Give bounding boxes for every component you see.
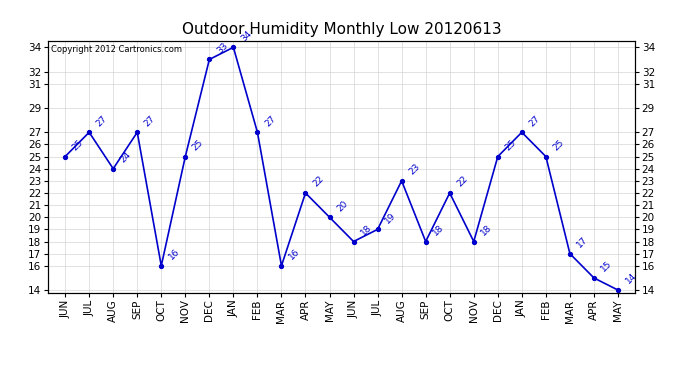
Text: 27: 27: [95, 114, 109, 128]
Text: 33: 33: [215, 41, 229, 55]
Text: 18: 18: [431, 223, 446, 237]
Text: 27: 27: [527, 114, 542, 128]
Text: 23: 23: [407, 162, 422, 177]
Text: 16: 16: [167, 247, 181, 262]
Text: 18: 18: [359, 223, 373, 237]
Text: 25: 25: [191, 138, 205, 152]
Text: 34: 34: [239, 29, 253, 43]
Text: 19: 19: [383, 211, 397, 225]
Text: 27: 27: [263, 114, 277, 128]
Text: 15: 15: [600, 259, 614, 274]
Title: Outdoor Humidity Monthly Low 20120613: Outdoor Humidity Monthly Low 20120613: [181, 22, 502, 37]
Text: 25: 25: [551, 138, 566, 152]
Text: Copyright 2012 Cartronics.com: Copyright 2012 Cartronics.com: [51, 45, 182, 54]
Text: 22: 22: [311, 174, 326, 189]
Text: 27: 27: [143, 114, 157, 128]
Text: 20: 20: [335, 199, 350, 213]
Text: 25: 25: [70, 138, 85, 152]
Text: 16: 16: [287, 247, 302, 262]
Text: 24: 24: [119, 150, 133, 165]
Text: 18: 18: [480, 223, 494, 237]
Text: 25: 25: [503, 138, 518, 152]
Text: 14: 14: [624, 272, 638, 286]
Text: 22: 22: [455, 174, 470, 189]
Text: 17: 17: [575, 235, 590, 249]
